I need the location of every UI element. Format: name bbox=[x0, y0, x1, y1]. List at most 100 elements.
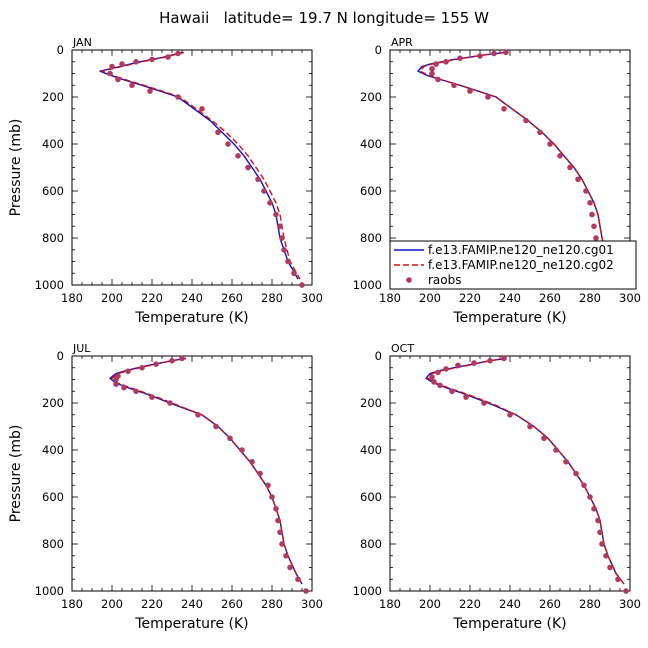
raobs-point bbox=[591, 223, 597, 230]
raobs-point bbox=[113, 381, 119, 388]
y-tick-label: 800 bbox=[360, 537, 382, 551]
raobs-point bbox=[267, 200, 273, 206]
raobs-point bbox=[433, 61, 439, 67]
raobs-point bbox=[165, 54, 171, 60]
x-tick-label: 300 bbox=[619, 597, 641, 611]
raobs-point bbox=[213, 423, 219, 430]
y-tick-label: 0 bbox=[375, 349, 382, 363]
panel-month-label: JUL bbox=[72, 342, 91, 355]
raobs-point bbox=[281, 247, 287, 253]
x-tick-label: 260 bbox=[539, 291, 561, 305]
raobs-point bbox=[507, 412, 513, 418]
raobs-point bbox=[235, 153, 241, 159]
y-tick-label: 400 bbox=[360, 443, 382, 457]
x-tick-label: 220 bbox=[141, 597, 163, 611]
raobs-point bbox=[451, 82, 457, 89]
raobs-point bbox=[597, 529, 603, 536]
raobs-point bbox=[277, 223, 283, 230]
x-tick-label: 280 bbox=[579, 597, 601, 611]
legend: f.e13.FAMIP.ne120_ne120.cg01f.e13.FAMIP.… bbox=[389, 240, 637, 290]
y-tick-label: 400 bbox=[42, 137, 64, 151]
x-tick-label: 220 bbox=[459, 597, 481, 611]
raobs-point bbox=[435, 76, 441, 83]
raobs-point bbox=[277, 529, 283, 536]
x-tick-label: 240 bbox=[181, 291, 203, 305]
raobs-point bbox=[121, 384, 127, 391]
y-tick-label: 1000 bbox=[353, 584, 382, 598]
raobs-point bbox=[587, 200, 593, 206]
x-tick-label: 300 bbox=[301, 597, 323, 611]
raobs-point bbox=[133, 388, 139, 395]
y-tick-label: 200 bbox=[42, 90, 64, 104]
y-tick-label: 800 bbox=[42, 537, 64, 551]
legend-label: f.e13.FAMIP.ne120_ne120.cg02 bbox=[428, 258, 614, 272]
y-tick-label: 600 bbox=[42, 184, 64, 198]
x-tick-label: 260 bbox=[221, 597, 243, 611]
raobs-point bbox=[443, 59, 449, 65]
raobs-point bbox=[553, 447, 559, 453]
raobs-point bbox=[477, 53, 483, 59]
raobs-point bbox=[547, 141, 553, 147]
series-line-cg02 bbox=[101, 51, 301, 280]
raobs-point bbox=[589, 211, 595, 218]
x-tick-label: 300 bbox=[619, 291, 641, 305]
y-axis-label: Pressure (mb) bbox=[8, 119, 24, 217]
x-tick-label: 240 bbox=[499, 291, 521, 305]
x-tick-label: 300 bbox=[301, 291, 323, 305]
y-tick-label: 0 bbox=[375, 43, 382, 57]
y-tick-label: 1000 bbox=[35, 584, 64, 598]
panel-month-label: OCT bbox=[391, 342, 414, 355]
y-tick-label: 0 bbox=[57, 43, 64, 57]
x-axis-label: Temperature (K) bbox=[134, 310, 248, 326]
legend-label: raobs bbox=[428, 273, 462, 287]
raobs-point bbox=[261, 188, 267, 194]
x-axis-label: Temperature (K) bbox=[452, 616, 566, 632]
raobs-point bbox=[303, 588, 309, 594]
raobs-point bbox=[527, 423, 533, 430]
raobs-point bbox=[255, 176, 261, 183]
y-tick-label: 800 bbox=[42, 231, 64, 245]
x-tick-label: 280 bbox=[579, 291, 601, 305]
x-tick-label: 280 bbox=[261, 291, 283, 305]
raobs-point bbox=[139, 365, 145, 371]
raobs-point bbox=[563, 459, 569, 465]
raobs-point bbox=[283, 553, 289, 559]
raobs-point bbox=[583, 188, 589, 194]
y-tick-label: 200 bbox=[360, 396, 382, 410]
raobs-point bbox=[467, 88, 473, 94]
x-tick-label: 260 bbox=[221, 291, 243, 305]
raobs-point bbox=[245, 164, 251, 171]
raobs-point bbox=[179, 355, 185, 362]
raobs-point bbox=[567, 164, 573, 171]
plot-frame bbox=[71, 355, 313, 592]
raobs-point bbox=[491, 50, 497, 57]
raobs-point bbox=[153, 361, 159, 368]
y-tick-label: 600 bbox=[42, 490, 64, 504]
raobs-point bbox=[285, 258, 291, 265]
raobs-point bbox=[119, 61, 125, 67]
raobs-point bbox=[149, 56, 155, 63]
y-tick-label: 1000 bbox=[35, 278, 64, 292]
raobs-point bbox=[275, 517, 281, 524]
y-tick-label: 600 bbox=[360, 490, 382, 504]
raobs-point bbox=[227, 435, 233, 442]
raobs-point bbox=[225, 141, 231, 147]
raobs-point bbox=[429, 70, 435, 77]
raobs-point bbox=[603, 553, 609, 559]
raobs-point bbox=[457, 55, 463, 61]
raobs-point bbox=[607, 564, 613, 571]
x-tick-label: 280 bbox=[261, 597, 283, 611]
raobs-point bbox=[449, 388, 455, 395]
raobs-point bbox=[279, 235, 285, 241]
raobs-point bbox=[623, 588, 629, 594]
x-tick-label: 180 bbox=[379, 291, 401, 305]
raobs-point bbox=[599, 541, 605, 547]
raobs-point bbox=[481, 400, 487, 406]
raobs-point bbox=[501, 106, 507, 112]
raobs-point bbox=[133, 59, 139, 65]
x-tick-label: 200 bbox=[419, 597, 441, 611]
raobs-point bbox=[429, 66, 435, 72]
raobs-point bbox=[107, 70, 113, 77]
raobs-point bbox=[195, 412, 201, 418]
